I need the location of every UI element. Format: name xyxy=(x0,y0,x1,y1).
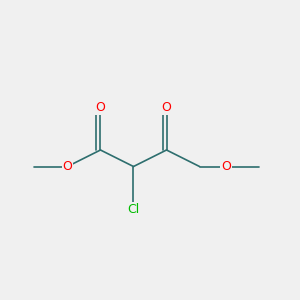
Text: O: O xyxy=(62,160,72,173)
Text: O: O xyxy=(221,160,231,173)
Text: O: O xyxy=(162,100,171,114)
Text: Cl: Cl xyxy=(128,203,140,216)
Text: O: O xyxy=(95,100,105,114)
